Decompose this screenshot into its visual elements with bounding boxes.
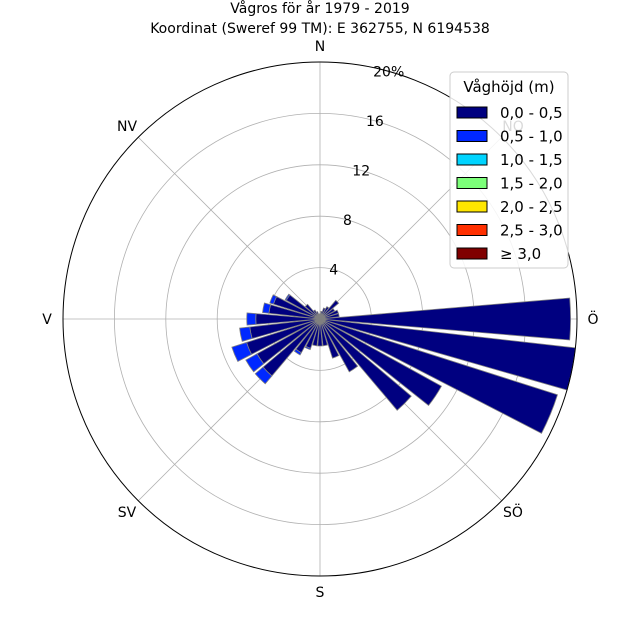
outer-circle: [62, 61, 578, 577]
radial-tick-label: 20%: [373, 64, 404, 80]
grid-spoke-8: [137, 136, 321, 320]
legend-label: ≥ 3,0: [500, 245, 541, 263]
legend: Våghöjd (m) 0,0 - 0,5 0,5 - 1,0 1,0 - 1,5 1…: [449, 71, 569, 269]
legend-swatch: [456, 153, 488, 166]
rose-bars: [231, 293, 576, 434]
chart-subtitle: Koordinat (Sweref 99 TM): E 362755, N 61…: [150, 21, 490, 37]
radial-tick-label: 12: [352, 163, 370, 179]
bar-segment-dir7-bin0: [319, 313, 340, 320]
radial-tick-label: 4: [329, 263, 338, 279]
chart-title: Vågros för år 1979 - 2019: [230, 0, 409, 17]
direction-label: SÖ: [503, 503, 523, 521]
legend-swatch: [456, 130, 488, 142]
legend-label: 0,5 - 1,0: [500, 128, 563, 146]
bar-segment-dir31-bin0: [318, 313, 321, 320]
legend-swatch: [456, 106, 488, 119]
bar-segment-dir8-bin0: [319, 297, 571, 341]
bar-segment-dir4-bin0: [319, 299, 340, 320]
legend-label: 0,0 - 0,5: [500, 104, 563, 122]
bar-segment-dir6-bin0: [319, 309, 339, 320]
legend-label: 2,0 - 2,5: [500, 198, 563, 216]
direction-label: Ö: [587, 310, 598, 328]
direction-label: N: [315, 39, 325, 55]
legend-swatch: [456, 247, 488, 260]
bar-segment-dir22-bin1: [231, 341, 253, 362]
legend-label: 1,0 - 1,5: [500, 151, 563, 169]
bar-segment-dir13-bin0: [319, 318, 359, 373]
bar-segment-dir28-bin0: [304, 303, 321, 320]
radial-tick-label: 16: [366, 114, 384, 130]
legend-swatch: [456, 177, 488, 189]
direction-label: NV: [117, 119, 137, 135]
legend-label: 1,5 - 2,0: [500, 175, 563, 193]
bar-segment-dir19-bin1: [293, 348, 302, 356]
bar-segment-dir24-bin1: [246, 312, 257, 326]
legend-label: 2,5 - 3,0: [500, 222, 563, 240]
bar-segment-dir12-bin0: [319, 318, 412, 411]
direction-label: V: [42, 312, 52, 328]
legend-title: Våghöjd (m): [463, 78, 554, 96]
radial-tick-label: 8: [343, 213, 352, 229]
radial-tick-labels: 4 8 12 16 20%: [329, 64, 404, 278]
legend-items: 0,0 - 0,5 0,5 - 1,0 1,0 - 1,5 1,5 - 2,0 2,0 …: [456, 104, 563, 263]
bar-segment-dir20-bin1: [254, 366, 273, 385]
polar-frame: [62, 61, 578, 577]
bar-segment-dir15-bin0: [319, 318, 328, 347]
bar-segment-dir25-bin1: [262, 302, 272, 314]
bar-segment-dir23-bin1: [239, 326, 253, 342]
bar-segment-dir26-bin1: [269, 294, 278, 305]
bar-segment-dir18-bin1: [304, 345, 312, 351]
bar-segment-dir11-bin0: [319, 318, 442, 407]
legend-box: [449, 71, 569, 269]
legend-swatch: [456, 200, 488, 213]
bar-segment-dir5-bin0: [319, 308, 336, 320]
bar-segment-dir10-bin0: [319, 318, 558, 434]
legend-swatch: [456, 224, 488, 236]
bar-segment-dir21-bin1: [245, 353, 265, 373]
bar-segment-dir14-bin0: [319, 318, 340, 359]
direction-label: S: [316, 585, 325, 601]
bar-segment-dir16-bin0: [317, 318, 323, 347]
direction-label: SV: [118, 505, 137, 521]
bar-segment-dir27-bin1: [284, 293, 291, 301]
